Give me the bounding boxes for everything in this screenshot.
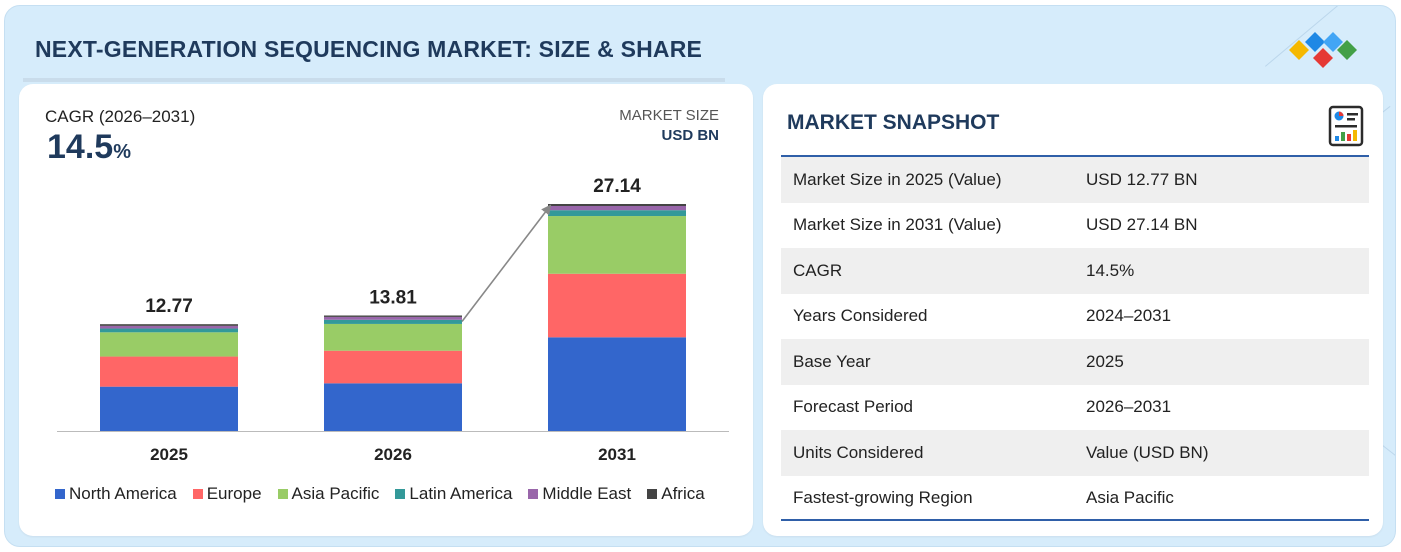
bar-segment bbox=[548, 216, 686, 274]
growth-arrow bbox=[461, 204, 552, 322]
bar-segment bbox=[100, 325, 238, 329]
legend-item: Africa bbox=[647, 484, 705, 504]
logo-diamond-yellow bbox=[1289, 40, 1309, 60]
bar-total-label: 12.77 bbox=[145, 296, 193, 317]
bar-segment bbox=[548, 273, 686, 338]
snapshot-row: Market Size in 2031 (Value) USD 27.14 BN bbox=[781, 203, 1369, 249]
snapshot-key: CAGR bbox=[793, 260, 843, 280]
x-tick-label: 2025 bbox=[150, 445, 188, 464]
snapshot-row: Base Year 2025 bbox=[781, 339, 1369, 385]
brand-logo bbox=[1289, 32, 1357, 68]
snapshot-row: Units Considered Value (USD BN) bbox=[781, 430, 1369, 476]
logo-diamond-red bbox=[1313, 48, 1333, 68]
chart-legend: North America Europe Asia Pacific Latin Ame… bbox=[55, 484, 705, 504]
legend-swatch bbox=[55, 489, 65, 499]
snapshot-row: Market Size in 2025 (Value) USD 12.77 BN bbox=[781, 157, 1369, 203]
market-size-unit: USD BN bbox=[661, 127, 719, 144]
logo-diamond-green bbox=[1337, 40, 1357, 60]
bar-segment bbox=[324, 323, 462, 351]
title-underline bbox=[23, 78, 725, 82]
bar-segment bbox=[324, 316, 462, 320]
snapshot-key: Market Size in 2025 (Value) bbox=[793, 169, 1002, 189]
legend-label: Middle East bbox=[542, 484, 632, 503]
bar-segment bbox=[548, 210, 686, 217]
snapshot-value: 2026–2031 bbox=[1086, 397, 1172, 417]
snapshot-row: Years Considered 2024–2031 bbox=[781, 294, 1369, 340]
legend-swatch bbox=[277, 489, 288, 499]
snapshot-row: Forecast Period 2026–2031 bbox=[781, 385, 1369, 431]
legend-label: Asia Pacific bbox=[291, 484, 380, 503]
snapshot-key: Base Year bbox=[793, 351, 871, 371]
bar-segment bbox=[100, 324, 238, 326]
legend-label: Africa bbox=[661, 484, 705, 503]
legend-swatch bbox=[395, 489, 406, 499]
bar-segment bbox=[100, 386, 238, 431]
x-tick-label: 2031 bbox=[598, 445, 636, 464]
snapshot-value: 14.5% bbox=[1086, 260, 1135, 280]
snapshot-bottom-rule bbox=[781, 519, 1369, 521]
snapshot-value: Value (USD BN) bbox=[1086, 442, 1209, 462]
chart-panel: CAGR (2026–2031) 14.5% MARKET SIZE USD B… bbox=[19, 84, 753, 536]
logo-diamond-blue bbox=[1305, 32, 1325, 52]
snapshot-value: 2025 bbox=[1086, 351, 1124, 371]
cagr-unit: % bbox=[113, 141, 131, 163]
legend-item: North America bbox=[55, 484, 177, 504]
bar-total-label: 27.14 bbox=[593, 176, 641, 197]
legend-item: Middle East bbox=[528, 484, 631, 504]
bar-segment bbox=[100, 332, 238, 357]
bar-segment bbox=[100, 356, 238, 387]
snapshot-key: Units Considered bbox=[793, 442, 924, 462]
snapshot-key: Forecast Period bbox=[793, 397, 913, 417]
legend-swatch bbox=[528, 489, 539, 499]
market-size-label: MARKET SIZE bbox=[619, 107, 719, 124]
bar-segment bbox=[324, 315, 462, 317]
snapshot-panel: MARKET SNAPSHOT Market Size in 2025 (Val… bbox=[763, 84, 1383, 536]
snapshot-title: MARKET SNAPSHOT bbox=[787, 111, 1000, 134]
snapshot-key: Fastest-growing Region bbox=[793, 488, 973, 508]
legend-label: Latin America bbox=[409, 484, 513, 503]
report-icon bbox=[1328, 105, 1364, 147]
snapshot-table: Market Size in 2025 (Value) USD 12.77 BN M… bbox=[781, 157, 1369, 521]
snapshot-row: CAGR 14.5% bbox=[781, 248, 1369, 294]
infographic-frame: NEXT-GENERATION SEQUENCING MARKET: SIZE … bbox=[4, 5, 1396, 547]
stacked-bar-chart: 12.77 2025 13.81 2026 27.14 2031 bbox=[57, 176, 729, 464]
cagr-label: CAGR (2026–2031) bbox=[45, 107, 196, 126]
snapshot-value: USD 12.77 BN bbox=[1086, 169, 1198, 189]
snapshot-key: Market Size in 2031 (Value) bbox=[793, 215, 1002, 235]
bar-segment bbox=[324, 383, 462, 431]
legend-swatch bbox=[192, 489, 203, 499]
bar-segment bbox=[548, 206, 686, 211]
bar-total-label: 13.81 bbox=[369, 287, 417, 308]
bar-segment bbox=[324, 350, 462, 384]
snapshot-top-rule bbox=[781, 155, 1369, 157]
x-tick-label: 2026 bbox=[374, 445, 412, 464]
legend-label: Europe bbox=[206, 484, 262, 503]
legend-swatch bbox=[647, 489, 658, 499]
legend-item: Europe bbox=[192, 484, 262, 504]
bar-segment bbox=[548, 204, 686, 207]
bar-segment bbox=[324, 319, 462, 324]
legend-label: North America bbox=[69, 484, 177, 503]
snapshot-row: Fastest-growing Region Asia Pacific bbox=[781, 476, 1369, 522]
snapshot-value: USD 27.14 BN bbox=[1086, 215, 1198, 235]
cagr-number: 14.5 bbox=[47, 128, 114, 166]
page-title: NEXT-GENERATION SEQUENCING MARKET: SIZE … bbox=[35, 36, 703, 62]
snapshot-value: Asia Pacific bbox=[1086, 488, 1174, 508]
cagr-value: 14.5% bbox=[47, 128, 131, 167]
logo-diamond-blue2 bbox=[1323, 32, 1343, 52]
legend-item: Latin America bbox=[395, 484, 512, 504]
snapshot-key: Years Considered bbox=[793, 306, 928, 326]
legend-item: Asia Pacific bbox=[277, 484, 380, 504]
snapshot-value: 2024–2031 bbox=[1086, 306, 1172, 326]
bar-segment bbox=[100, 328, 238, 333]
bar-segment bbox=[548, 337, 686, 431]
